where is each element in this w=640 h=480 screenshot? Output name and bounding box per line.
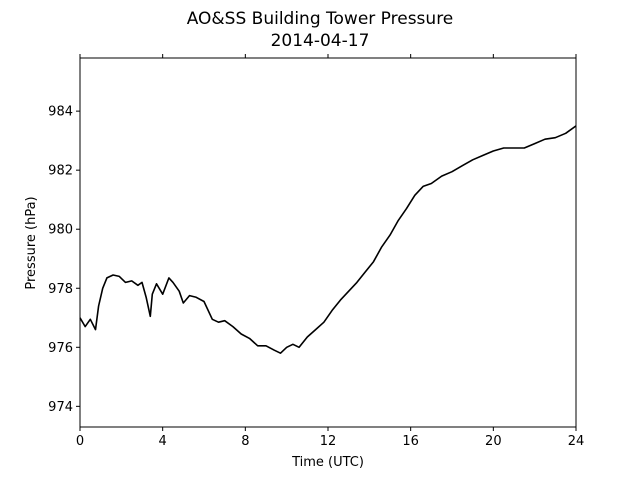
x-tick-label: 8 [241,434,249,449]
x-tick-label: 4 [159,434,167,449]
x-tick-label: 16 [402,434,419,449]
x-axis-label: Time (UTC) [291,455,364,470]
x-tick-label: 20 [485,434,502,449]
plot-frame [79,57,577,428]
series-line-0 [79,125,577,355]
x-tick-label: 0 [76,434,84,449]
plot-area: 0 4 8 12 16 20 24 974 976 978 980 982 984 [48,54,584,449]
y-tick-label: 976 [48,341,73,356]
y-axis-label: Pressure (hPa) [24,196,39,289]
y-tick-label: 982 [48,164,73,179]
y-tick-label: 978 [48,282,73,297]
chart-subtitle: 2014-04-17 [271,31,370,51]
y-tick-label: 984 [48,105,73,120]
y-tick-label: 980 [48,223,73,238]
y-tick-label: 974 [48,400,73,415]
chart-title: AO&SS Building Tower Pressure [187,9,454,29]
x-tick-label: 24 [568,434,585,449]
x-tick-label: 12 [320,434,337,449]
